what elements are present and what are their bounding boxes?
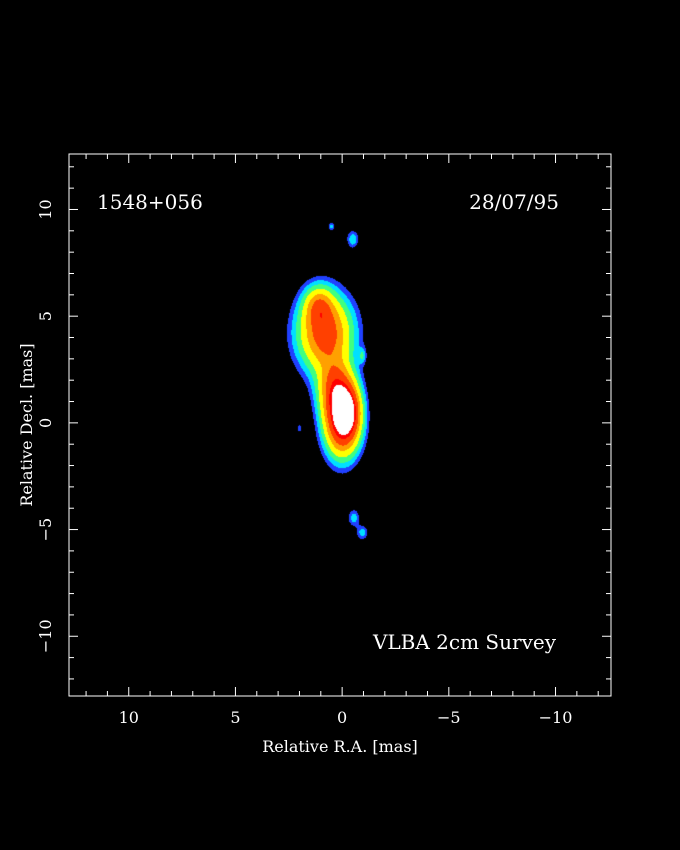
plot-frame: [68, 153, 612, 697]
y-tick-label: −10: [36, 619, 55, 653]
survey-label: VLBA 2cm Survey: [372, 630, 557, 654]
y-tick-label: 0: [36, 418, 55, 428]
intensity-map: [69, 154, 611, 696]
epoch-label: 28/07/95: [469, 190, 559, 214]
y-tick-label: 5: [36, 311, 55, 321]
y-tick-label: −5: [36, 518, 55, 542]
x-tick-label: 5: [230, 708, 240, 727]
x-tick-label: 0: [337, 708, 347, 727]
x-tick-label: −5: [437, 708, 461, 727]
tick-marks: [69, 154, 611, 696]
y-axis-label: Relative Decl. [mas]: [17, 343, 36, 506]
y-tick-label: 10: [36, 199, 55, 219]
x-tick-label: −10: [539, 708, 573, 727]
x-axis-label: Relative R.A. [mas]: [262, 737, 418, 756]
source-name-label: 1548+056: [97, 190, 203, 214]
x-tick-label: 10: [119, 708, 139, 727]
y-tick-labels: 10 5 0 −5 −10: [36, 199, 55, 653]
x-tick-labels: 10 5 0 −5 −10: [119, 708, 573, 727]
